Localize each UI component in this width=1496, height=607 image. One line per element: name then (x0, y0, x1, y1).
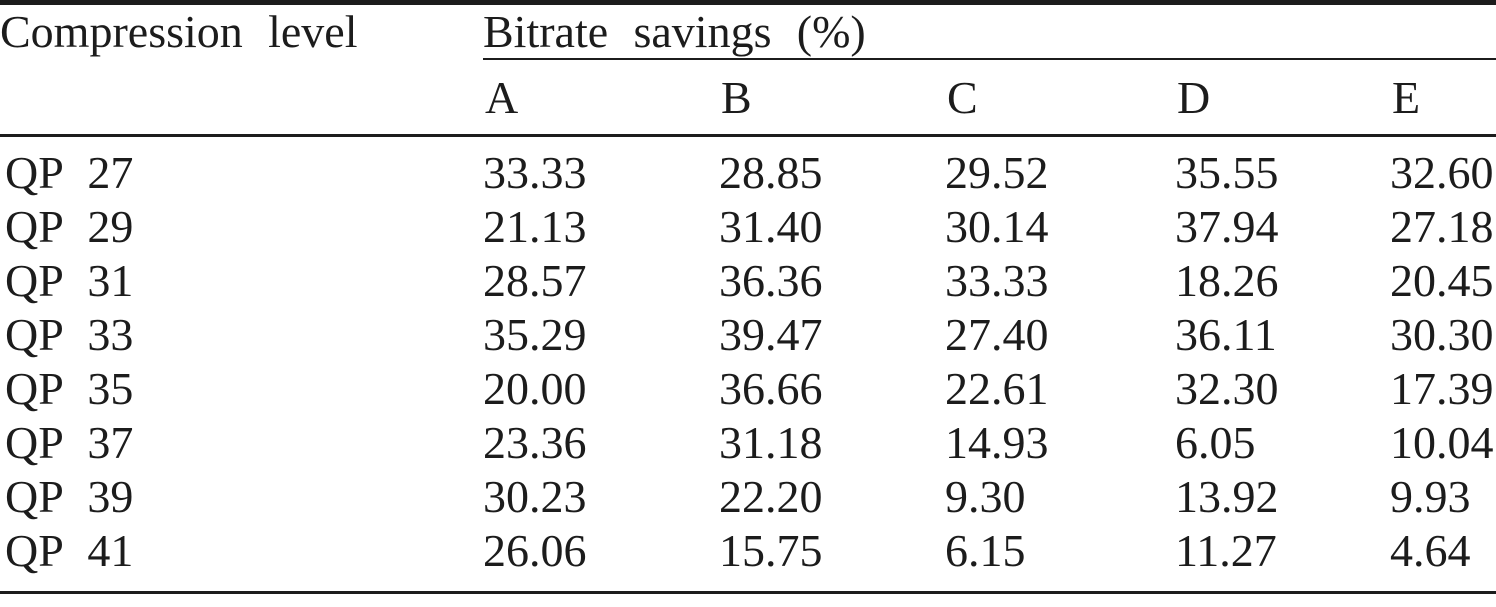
cell-qp35-a: 20.00 (483, 362, 587, 414)
cell-qp37-c: 14.93 (945, 416, 1049, 468)
table-row-qp39: QP 39 30.23 22.20 9.30 13.92 9.93 (0, 469, 1496, 523)
table-row-qp33: QP 33 35.29 39.47 27.40 36.11 30.30 (0, 307, 1496, 361)
cell-qp41-a: 26.06 (483, 524, 587, 576)
cell-qp27-b: 28.85 (719, 146, 823, 198)
column-header-a: A (483, 59, 719, 137)
cell-qp39-d: 13.92 (1175, 470, 1279, 522)
cell-qp37-d: 6.05 (1175, 416, 1256, 468)
cell-qp35-d: 32.30 (1175, 362, 1279, 414)
table-row-qp35: QP 35 20.00 36.66 22.61 32.30 17.39 (0, 361, 1496, 415)
column-group-header-bitrate-savings: Bitrate savings (%) (483, 2, 1496, 60)
cell-qp39-e: 9.93 (1390, 470, 1471, 522)
column-header-b: B (719, 59, 945, 137)
column-header-e: E (1390, 59, 1496, 137)
row-label: QP 39 (5, 470, 134, 522)
cell-qp31-a: 28.57 (483, 254, 587, 306)
row-label: QP 29 (5, 200, 134, 252)
table-header: Compression level Bitrate savings (%) A … (0, 2, 1496, 137)
row-label: QP 37 (5, 416, 134, 468)
cell-qp29-c: 30.14 (945, 200, 1049, 252)
cell-qp37-e: 10.04 (1390, 416, 1494, 468)
row-label: QP 33 (5, 308, 134, 360)
cell-qp29-a: 21.13 (483, 200, 587, 252)
cell-qp27-a: 33.33 (483, 146, 587, 198)
cell-qp37-a: 23.36 (483, 416, 587, 468)
bitrate-savings-table: Compression level Bitrate savings (%) A … (0, 0, 1496, 594)
table-row-qp41: QP 41 26.06 15.75 6.15 11.27 4.64 (0, 523, 1496, 593)
cell-qp33-d: 36.11 (1175, 308, 1277, 360)
cell-qp31-c: 33.33 (945, 254, 1049, 306)
cell-qp29-b: 31.40 (719, 200, 823, 252)
row-label: QP 41 (5, 524, 134, 576)
row-label: QP 31 (5, 254, 134, 306)
table-body: QP 27 33.33 28.85 29.52 35.55 32.60 QP 2… (0, 136, 1496, 593)
cell-qp31-e: 20.45 (1390, 254, 1494, 306)
cell-qp27-e: 32.60 (1390, 146, 1494, 198)
cell-qp35-c: 22.61 (945, 362, 1049, 414)
cell-qp39-c: 9.30 (945, 470, 1026, 522)
table-row-qp29: QP 29 21.13 31.40 30.14 37.94 27.18 (0, 199, 1496, 253)
cell-qp41-e: 4.64 (1390, 524, 1471, 576)
row-label: QP 27 (5, 146, 134, 198)
cell-qp33-a: 35.29 (483, 308, 587, 360)
row-label: QP 35 (5, 362, 134, 414)
table-row-qp31: QP 31 28.57 36.36 33.33 18.26 20.45 (0, 253, 1496, 307)
cell-qp29-e: 27.18 (1390, 200, 1494, 252)
cell-qp35-e: 17.39 (1390, 362, 1494, 414)
table-row-qp27: QP 27 33.33 28.85 29.52 35.55 32.60 (0, 136, 1496, 200)
cell-qp39-b: 22.20 (719, 470, 823, 522)
cell-qp33-b: 39.47 (719, 308, 823, 360)
method-header-row: A B C D E (0, 59, 1496, 137)
cell-qp31-b: 36.36 (719, 254, 823, 306)
cell-qp33-c: 27.40 (945, 308, 1049, 360)
cell-qp41-c: 6.15 (945, 524, 1026, 576)
column-header-c: C (945, 59, 1175, 137)
cell-qp33-e: 30.30 (1390, 308, 1494, 360)
cell-qp39-a: 30.23 (483, 470, 587, 522)
column-header-compression-level: Compression level (0, 2, 483, 137)
cell-qp41-b: 15.75 (719, 524, 823, 576)
cell-qp35-b: 36.66 (719, 362, 823, 414)
cell-qp27-c: 29.52 (945, 146, 1049, 198)
cell-qp37-b: 31.18 (719, 416, 823, 468)
cell-qp29-d: 37.94 (1175, 200, 1279, 252)
cell-qp41-d: 11.27 (1175, 524, 1277, 576)
column-header-d: D (1175, 59, 1390, 137)
cell-qp31-d: 18.26 (1175, 254, 1279, 306)
cell-qp27-d: 35.55 (1175, 146, 1279, 198)
group-header-row: Compression level Bitrate savings (%) (0, 2, 1496, 137)
table-row-qp37: QP 37 23.36 31.18 14.93 6.05 10.04 (0, 415, 1496, 469)
